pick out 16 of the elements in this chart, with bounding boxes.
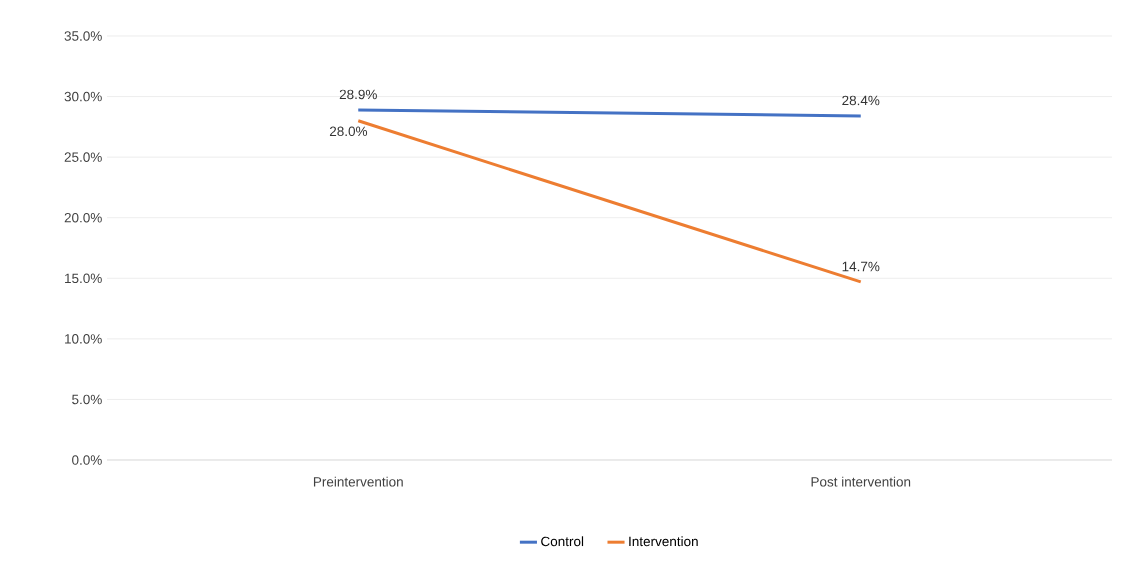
y-tick-label: 20.0%: [64, 212, 102, 223]
data-label: 28.0%: [329, 126, 368, 137]
data-label: 28.9%: [339, 89, 377, 100]
data-label: 28.4%: [842, 95, 880, 106]
y-tick-label: 35.0%: [64, 31, 102, 41]
y-tick-label: 25.0%: [64, 152, 102, 162]
y-tick-label: 30.0%: [64, 91, 102, 102]
y-tick-label: 5.0%: [72, 394, 102, 405]
data-label: 14.7%: [842, 261, 880, 272]
y-tick-label: 15.0%: [65, 273, 102, 284]
y-tick-label: 10.0%: [65, 334, 102, 344]
x-tick-label: Post intervention: [811, 476, 911, 487]
legend-label: Intervention: [629, 536, 698, 547]
legend-label: Control: [541, 536, 584, 547]
y-tick-label: 0.0%: [72, 455, 102, 465]
x-tick-label: Preintervention: [313, 476, 403, 487]
